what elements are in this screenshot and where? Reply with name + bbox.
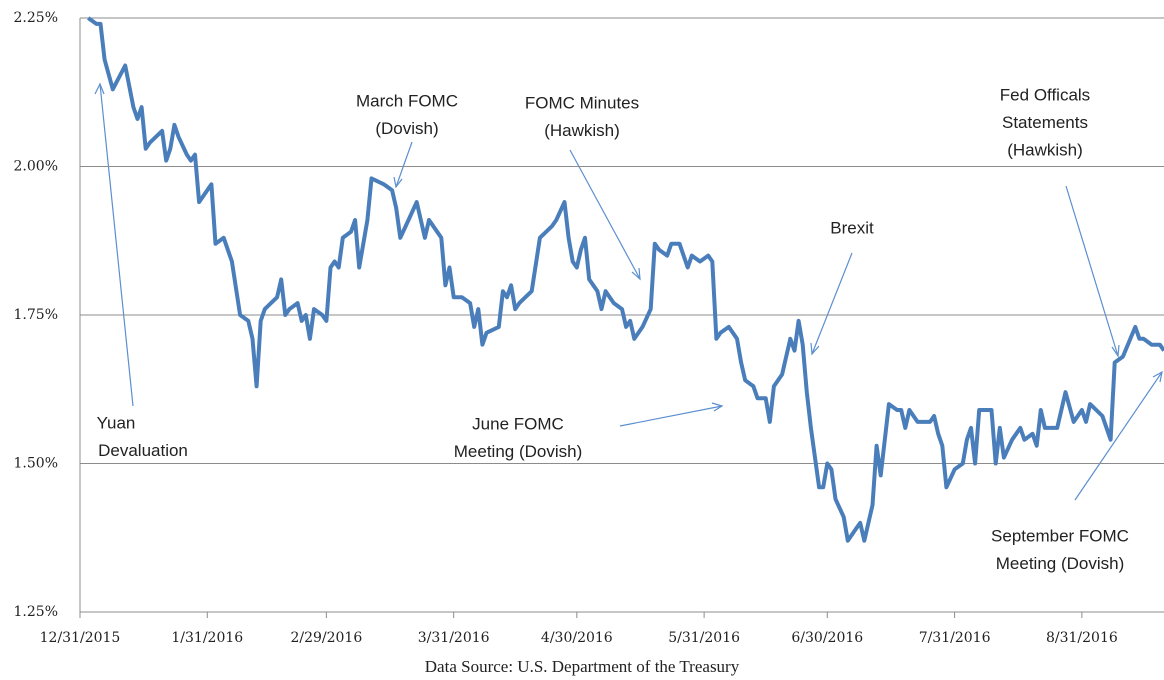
x-tick-label: 5/31/2016 — [668, 630, 740, 646]
x-tick-label: 8/31/2016 — [1046, 630, 1118, 646]
arrow — [811, 252, 853, 355]
arrow — [99, 83, 134, 407]
y-tick-label: 1.25% — [14, 604, 58, 620]
arrow — [1074, 371, 1163, 501]
y-tick-label: 1.50% — [14, 456, 58, 472]
y-tick-label: 2.25% — [14, 10, 58, 26]
arrow-head — [711, 402, 724, 412]
annotation: March FOMC — [356, 91, 458, 110]
arrow-head — [393, 176, 403, 189]
source: Data Source: U.S. Department of the Trea… — [425, 657, 740, 676]
x-tick-label: 6/30/2016 — [791, 630, 863, 646]
annotation: Statements — [1002, 113, 1088, 132]
annotation: Devaluation — [98, 441, 188, 460]
arrow-head — [1152, 370, 1163, 383]
x-tick-label: 3/31/2016 — [418, 630, 490, 646]
y-tick-label: 2.00% — [14, 159, 58, 175]
x-tick-label: 4/30/2016 — [541, 630, 613, 646]
annotation-arrows — [94, 82, 1163, 501]
arrow — [569, 149, 641, 280]
annotation: Yuan — [97, 413, 136, 432]
annotation: (Dovish) — [375, 119, 438, 138]
arrow — [1065, 185, 1119, 357]
arrow — [395, 141, 413, 188]
annotation: June FOMC — [472, 414, 564, 433]
x-tick-label: 12/31/2015 — [40, 630, 121, 646]
annotation: FOMC Minutes — [525, 93, 639, 112]
y-tick-label: 1.75% — [14, 307, 58, 323]
annotation: September FOMC — [991, 526, 1129, 545]
arrow-head — [810, 342, 820, 356]
x-tick-label: 1/31/2016 — [171, 630, 243, 646]
annotation: Brexit — [830, 218, 874, 237]
annotation: Fed Officals — [1000, 85, 1090, 104]
annotation: Meeting (Dovish) — [996, 554, 1125, 573]
data-line — [87, 16, 1164, 543]
arrow-head — [94, 82, 105, 95]
arrow-head — [631, 267, 641, 281]
arrow — [619, 405, 723, 427]
x-tick-label: 2/29/2016 — [290, 630, 362, 646]
x-tick-label: 7/31/2016 — [919, 630, 991, 646]
annotation: (Hawkish) — [544, 121, 620, 140]
annotation: Meeting (Dovish) — [454, 442, 583, 461]
arrow-head — [1111, 344, 1120, 358]
annotation: (Hawkish) — [1007, 140, 1083, 159]
